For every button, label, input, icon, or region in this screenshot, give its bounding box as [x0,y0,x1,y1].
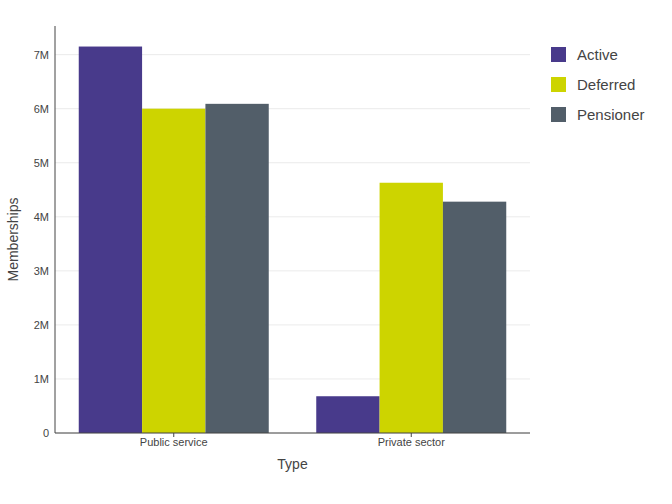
legend-label: Deferred [577,76,635,93]
x-axis-line [55,433,530,434]
legend-swatch [551,107,566,122]
grid-line [55,433,530,434]
legend-swatch [551,47,566,62]
chart: 0 1M 2M 3M 4M 5M 6M 7M Public service Private sec… [0,0,672,504]
x-tick-label: Public service [140,436,208,448]
y-tick-label: 3M [34,265,49,277]
legend-label: Active [577,46,618,63]
legend-label: Pensioner [577,106,645,123]
legend-swatch [551,77,566,92]
y-tick-label: 0 [43,427,49,439]
bar [443,202,506,433]
y-axis-title: Memberships [5,197,21,281]
y-tick [51,54,55,55]
bar [380,183,443,433]
y-tick-label: 5M [34,157,49,169]
y-tick [51,378,55,379]
y-tick [51,216,55,217]
bar [205,104,268,433]
y-tick [51,270,55,271]
x-tick-label: Private sector [378,436,446,448]
y-tick [51,162,55,163]
y-tick [51,324,55,325]
y-tick-label: 7M [34,49,49,61]
bar [316,396,379,433]
y-tick [51,433,55,434]
y-tick-label: 6M [34,103,49,115]
y-tick-label: 2M [34,319,49,331]
x-axis-title: Type [277,456,308,472]
y-tick-label: 1M [34,373,49,385]
bar [79,47,142,433]
y-tick-label: 4M [34,211,49,223]
y-tick [51,108,55,109]
bar [142,109,205,433]
bars [79,47,507,433]
y-axis-line [55,26,56,433]
